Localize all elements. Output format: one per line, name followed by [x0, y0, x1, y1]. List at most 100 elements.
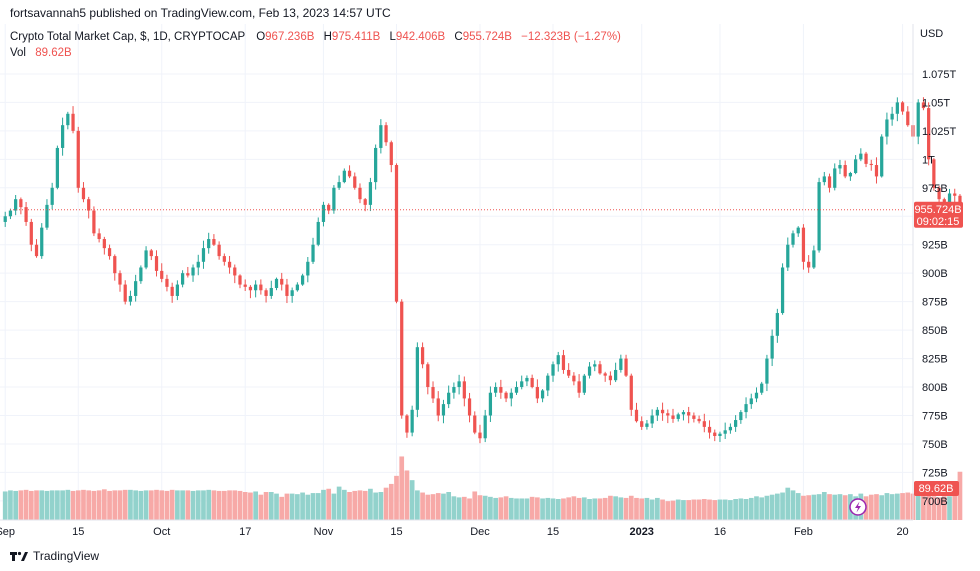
volume-bar [399, 456, 405, 520]
y-tick-label: 750B [922, 439, 948, 451]
candle-body [687, 412, 691, 416]
candle-body [937, 187, 941, 200]
candle-body [780, 267, 785, 314]
footer-brand[interactable]: TradingView [10, 549, 99, 563]
volume-bar [472, 491, 478, 520]
volume-bar [169, 489, 175, 520]
candle-body [791, 233, 795, 245]
legend-symbol: Crypto Total Market Cap, $, 1D, CRYPTOCA… [10, 31, 246, 43]
candle-body [921, 102, 926, 109]
volume-bar [263, 492, 269, 520]
candle-body [415, 347, 419, 410]
volume-bar [743, 499, 749, 520]
candle-body [311, 244, 315, 262]
candle-body [556, 355, 560, 365]
volume-bar [409, 480, 415, 520]
y-tick-label: 875B [922, 297, 948, 309]
candle-body [201, 248, 206, 262]
candle-body [342, 170, 346, 183]
candlesticks [3, 97, 962, 444]
candle-body [66, 113, 70, 126]
candle-body [582, 375, 586, 393]
candle-body [217, 244, 221, 257]
price-axis[interactable]: 1.075T1.05T1.025T1T975B950B925B900B875B8… [922, 69, 957, 508]
volume-bar [86, 490, 92, 520]
volume-tag: 89.62B [914, 481, 959, 496]
volume-bar [581, 497, 587, 520]
volume-bar [759, 497, 765, 520]
volume-bar [378, 492, 384, 520]
volume-bar [618, 497, 624, 520]
volume-bar [352, 490, 358, 520]
candle-body [739, 412, 743, 421]
y-tick-label: 900B [922, 268, 948, 280]
volume-bar [889, 494, 895, 520]
candle-body [71, 113, 75, 131]
candle-body [551, 364, 555, 376]
candle-body [81, 187, 86, 200]
candle-body [186, 273, 190, 276]
candle-body [300, 275, 305, 285]
volume-bar [70, 490, 76, 520]
candle-body [593, 364, 597, 367]
candle-body [567, 369, 571, 376]
candle-body [462, 381, 466, 399]
volume-bar [555, 499, 561, 520]
volume-bar [420, 492, 425, 520]
time-axis[interactable]: Sep 15 Oct 17 Nov 15 Dec 15 2023 16 Feb 20 [0, 526, 909, 538]
volume-bar [310, 493, 316, 520]
legend-open-value: 967.236B [265, 31, 315, 43]
volume-bar [884, 493, 890, 520]
volume-bar [728, 500, 733, 520]
volume-bar [811, 494, 817, 520]
candle-body [853, 159, 858, 173]
volume-bar [738, 498, 744, 520]
candle-body [744, 404, 748, 413]
lightning-button[interactable] [849, 498, 867, 516]
candle-body [420, 347, 425, 365]
candle-body [347, 170, 352, 177]
candle-body [290, 290, 294, 296]
x-tick-label: 15 [547, 526, 559, 538]
candle-body [817, 182, 821, 251]
volume-bar [49, 490, 55, 520]
volume-bar [806, 495, 812, 520]
y-tick-label: 1.05T [922, 97, 950, 109]
volume-bar [748, 497, 754, 520]
volume-bar [211, 490, 217, 520]
candle-body [587, 366, 592, 376]
candle-body [530, 377, 534, 388]
volume-bar [947, 496, 952, 520]
candle-body [175, 284, 180, 296]
candle-body [838, 165, 842, 169]
y-tick-label: 1.025T [922, 126, 957, 138]
y-tick-label: 775B [922, 411, 948, 423]
candle-body [154, 256, 159, 271]
legend-high-value: 975.411B [332, 31, 381, 43]
legend-close-value: 955.724B [463, 31, 513, 43]
volume-bar [34, 490, 39, 520]
candle-body [170, 286, 174, 296]
candle-body [546, 375, 550, 391]
volume-bar [628, 495, 634, 520]
x-tick-label: Sep [0, 526, 15, 538]
candle-body [128, 295, 133, 302]
volume-bar [425, 494, 431, 520]
x-tick-label: Oct [153, 526, 170, 538]
candle-body [634, 409, 639, 422]
candle-body [645, 423, 649, 427]
volume-bar [28, 490, 34, 520]
candle-body [447, 392, 451, 405]
volume-bar [101, 489, 107, 520]
candle-body [859, 153, 863, 160]
candle-body [770, 335, 774, 359]
x-tick-label: Feb [794, 526, 813, 538]
volume-bar [258, 494, 264, 520]
candle-body [400, 301, 404, 416]
volume-bar [415, 490, 420, 520]
candle-body [760, 383, 764, 393]
candle-body [306, 261, 310, 276]
candle-body [483, 415, 487, 439]
candle-body [113, 256, 117, 274]
